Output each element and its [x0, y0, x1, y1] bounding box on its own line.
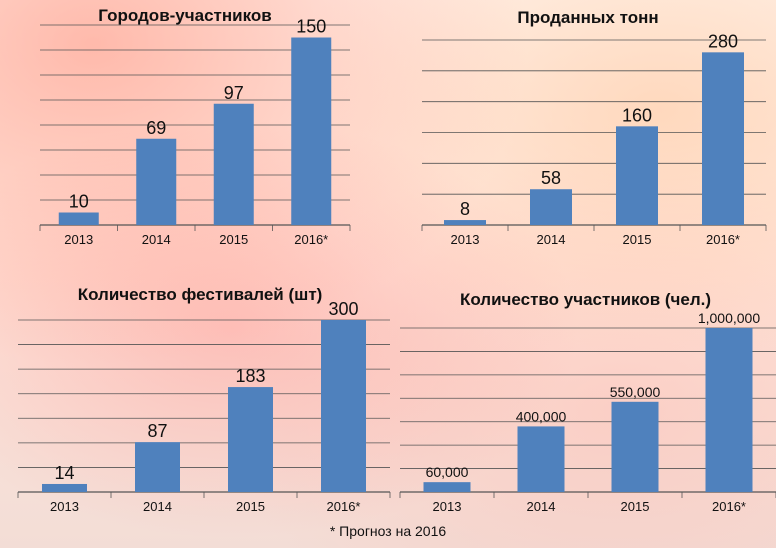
- x-tick-label: 2016*: [294, 232, 328, 247]
- data-label: 14: [54, 463, 74, 483]
- bar-2013: [423, 482, 471, 492]
- chart-festivals: Количество фестивалей (шт) 14 2013 87 2014 1…: [10, 275, 391, 520]
- data-label: 69: [146, 118, 166, 138]
- data-label: 300: [328, 299, 358, 319]
- bar-2013: [444, 220, 486, 225]
- bar-2016-forecast: [321, 320, 366, 492]
- x-tick-label: 2015: [621, 499, 650, 514]
- data-label: 400,000: [516, 408, 567, 424]
- chart-participants: Количество участников (чел.) 60,000 2013 4…: [395, 275, 776, 520]
- bar-2013: [42, 483, 87, 492]
- x-tick-label: 2016*: [712, 499, 746, 514]
- chart-title: Проданных тонн: [517, 8, 659, 27]
- bar-2015: [228, 387, 273, 492]
- data-label: 60,000: [426, 464, 469, 480]
- data-label: 10: [69, 192, 89, 212]
- data-label: 1,000,000: [698, 310, 760, 326]
- chart-plot: 10 2013 69 2014 97 2015 150 2016*: [39, 17, 351, 247]
- x-tick-label: 2013: [64, 232, 93, 247]
- data-label: 183: [235, 366, 265, 386]
- bar-2014: [135, 442, 180, 492]
- chart-title: Количество фестивалей (шт): [77, 285, 323, 304]
- chart-title: Городов-участников: [98, 6, 272, 25]
- chart-plot: 60,000 2013 400,000 2014 550,000 2015 1,000,00…: [399, 310, 776, 514]
- data-label: 8: [460, 199, 470, 219]
- x-tick-label: 2015: [236, 499, 265, 514]
- x-tick-label: 2014: [537, 232, 566, 247]
- data-label: 550,000: [610, 384, 661, 400]
- data-label: 97: [224, 83, 244, 103]
- bar-2014: [530, 189, 572, 225]
- x-tick-label: 2014: [527, 499, 556, 514]
- x-tick-label: 2013: [433, 499, 462, 514]
- data-label: 58: [541, 168, 561, 188]
- x-tick-label: 2014: [143, 499, 172, 514]
- forecast-footnote: * Прогноз на 2016: [329, 523, 447, 539]
- chart-plot: 8 2013 58 2014 160 2015 280 2016*: [421, 31, 767, 247]
- x-tick-label: 2015: [219, 232, 248, 247]
- x-tick-label: 2014: [142, 232, 171, 247]
- chart-cities: Городов-участников 10 2013 69 2014 97 2015 150…: [10, 0, 360, 260]
- bar-2013: [58, 212, 99, 225]
- bar-2014: [136, 138, 177, 225]
- bar-2014: [517, 426, 565, 492]
- bar-2015: [611, 401, 659, 492]
- data-label: 150: [296, 17, 326, 37]
- data-label: 280: [708, 31, 738, 51]
- bar-2015: [616, 126, 658, 225]
- x-tick-label: 2015: [623, 232, 652, 247]
- chart-plot: 14 2013 87 2014 183 2015 300 2016*: [17, 299, 391, 514]
- chart-tons: Проданных тонн 8 2013 58 2014 160 2015 280 2016…: [400, 0, 776, 260]
- bar-2016-forecast: [291, 37, 332, 225]
- bar-2015: [213, 103, 254, 225]
- data-label: 160: [622, 105, 652, 125]
- x-tick-label: 2016*: [706, 232, 740, 247]
- x-tick-label: 2016*: [327, 499, 361, 514]
- bar-2016-forecast: [702, 52, 744, 226]
- x-tick-label: 2013: [451, 232, 480, 247]
- x-tick-label: 2013: [50, 499, 79, 514]
- data-label: 87: [147, 421, 167, 441]
- bar-2016-forecast: [705, 328, 753, 492]
- chart-title: Количество участников (чел.): [459, 290, 712, 309]
